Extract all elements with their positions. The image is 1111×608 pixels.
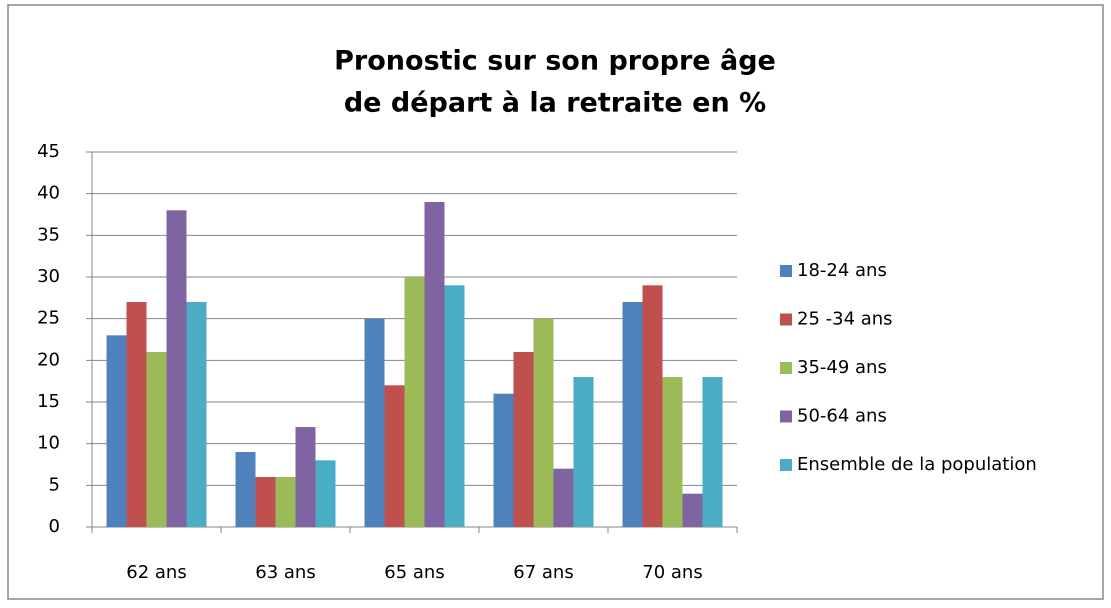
legend-swatch xyxy=(780,313,792,326)
bar xyxy=(404,277,425,527)
bar xyxy=(364,318,385,527)
bar xyxy=(573,377,594,527)
legend-label: 35-49 ans xyxy=(797,357,887,378)
x-tick-label: 62 ans xyxy=(126,562,186,583)
bar xyxy=(702,377,723,527)
bar xyxy=(384,385,405,527)
bar xyxy=(424,202,445,527)
chart-title: de départ à la retraite en % xyxy=(344,88,766,119)
y-tick-label: 30 xyxy=(37,266,60,287)
legend-swatch xyxy=(780,265,792,277)
bar xyxy=(444,285,465,527)
bar xyxy=(166,210,187,528)
bar xyxy=(493,393,514,527)
y-tick-label: 10 xyxy=(37,433,60,454)
bar xyxy=(642,285,663,527)
y-tick-label: 5 xyxy=(49,474,60,495)
y-tick-label: 15 xyxy=(37,391,60,412)
bar xyxy=(553,468,574,527)
legend-label: 25 -34 ans xyxy=(797,309,893,330)
y-tick-label: 35 xyxy=(37,224,60,245)
y-tick-label: 20 xyxy=(37,349,60,370)
legend-label: Ensemble de la population xyxy=(797,454,1037,475)
bar xyxy=(186,302,207,527)
legend-label: 18-24 ans xyxy=(797,260,887,281)
chart-title: Pronostic sur son propre âge xyxy=(334,46,776,77)
x-tick-label: 65 ans xyxy=(384,562,444,583)
bar xyxy=(275,477,296,527)
x-tick-label: 63 ans xyxy=(255,562,315,583)
y-tick-label: 40 xyxy=(37,183,60,204)
bar xyxy=(106,335,127,527)
bar xyxy=(315,460,336,527)
legend-swatch xyxy=(780,410,792,423)
bar xyxy=(146,352,167,527)
y-tick-label: 0 xyxy=(49,516,60,537)
x-tick-label: 70 ans xyxy=(642,562,702,583)
bar xyxy=(126,302,147,527)
bar xyxy=(622,302,643,527)
bar xyxy=(255,477,276,527)
bar xyxy=(662,377,683,527)
bar xyxy=(513,352,534,527)
bar xyxy=(533,318,554,527)
legend-swatch xyxy=(780,362,792,374)
bar xyxy=(295,427,316,527)
legend-swatch xyxy=(780,459,792,471)
bar xyxy=(235,452,256,527)
y-tick-label: 25 xyxy=(37,308,60,329)
legend-label: 50-64 ans xyxy=(797,406,887,427)
y-tick-label: 45 xyxy=(37,141,60,162)
bar xyxy=(682,493,703,527)
x-tick-label: 67 ans xyxy=(513,562,573,583)
